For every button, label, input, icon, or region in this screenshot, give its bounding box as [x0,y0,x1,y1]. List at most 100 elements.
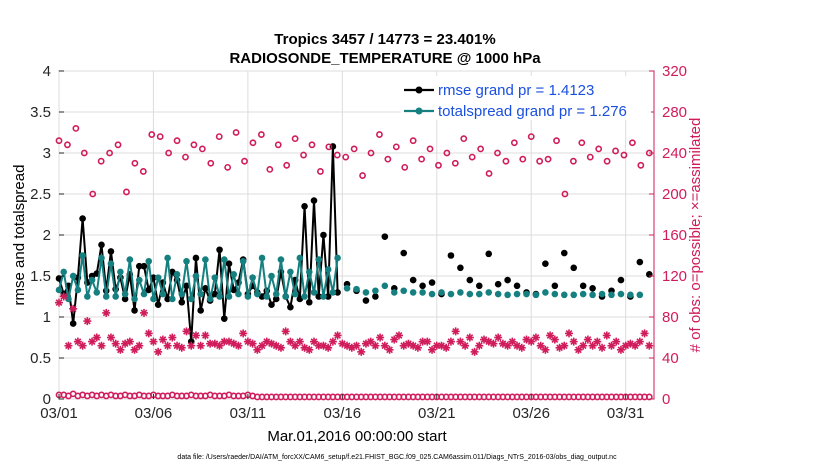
data-point [485,289,493,296]
data-point [320,293,327,300]
data-point [494,290,502,298]
data-point [178,298,186,306]
possible-obs-marker [55,137,63,145]
y-left-tick-label: 0 [43,391,51,408]
data-point [598,290,606,298]
data-point [372,293,379,300]
data-point [551,290,559,298]
data-point [220,315,228,322]
data-point [164,295,171,303]
y-left-tick-label: 3 [43,145,51,162]
data-point [362,289,370,296]
assimilated-marker [182,327,191,336]
data-point [532,291,540,299]
asterisk-stroke [329,338,337,345]
possible-obs-marker [477,145,485,153]
data-point [334,289,341,296]
data-point [235,290,242,298]
data-point [542,289,549,296]
assimilated-marker [446,337,455,346]
data-point [126,256,134,263]
series-possible-obs [55,124,653,198]
data-point [140,262,148,270]
assimilated-marker [541,345,550,354]
asterisk-stroke [235,342,242,350]
asterisk-stroke [201,332,209,339]
y-left-tick-label: 3.5 [30,104,51,121]
possible-obs-marker [198,145,206,153]
data-point [504,291,511,299]
x-tick-label: 03/11 [230,405,266,422]
asterisk-stroke [211,340,219,348]
asterisk-stroke [353,342,360,350]
data-point [320,231,327,239]
assimilated-marker [531,333,540,342]
asterisk-stroke [636,338,644,345]
asterisk-stroke [277,344,285,352]
asterisk-stroke [386,346,393,354]
asterisk-stroke [480,336,488,343]
possible-obs-marker [165,149,173,157]
data-point [272,290,280,298]
asterisk-stroke [65,342,72,350]
asterisk-stroke [485,338,493,345]
data-point [216,246,223,254]
assimilated-marker [281,327,290,336]
asterisk-stroke [532,334,540,341]
data-point [249,274,256,281]
data-point [560,291,568,299]
data-point [135,262,143,270]
x-tick-label: 03/01 [40,405,78,422]
asterisk-stroke [150,338,157,345]
asterisk-stroke [499,340,507,348]
data-point [409,276,417,284]
legend-box [401,76,651,120]
asterisk-stroke [447,338,455,345]
data-point [244,293,252,300]
data-point [216,293,223,300]
asterisk-stroke [471,348,478,356]
asterisk-stroke [537,342,545,350]
assimilated-marker [352,341,361,350]
y-right-tick-label: 80 [662,309,679,326]
data-point [225,293,233,300]
possible-obs-marker [485,170,493,177]
asterisk-stroke [192,332,200,339]
possible-obs-marker [249,139,257,147]
asterisk-stroke [645,342,653,350]
asterisk-stroke [357,348,365,356]
possible-obs-marker [106,149,113,157]
possible-obs-marker [519,155,527,163]
asterisk-stroke [456,338,464,345]
assimilated-marker [144,329,153,338]
possible-obs-marker [173,137,181,145]
data-point [173,271,181,278]
asterisk-stroke [187,342,195,350]
asterisk-stroke [565,330,573,337]
asterisk-stroke [164,342,172,350]
assimilated-marker [385,345,394,354]
assimilated-marker [97,341,106,350]
data-point [589,285,596,292]
possible-obs-marker [232,129,240,136]
asterisk-stroke [296,338,304,345]
data-point [192,272,200,280]
data-point [466,290,474,298]
assimilated-marker [565,329,573,338]
legend-marker [415,86,423,94]
asterisk-stroke [197,342,205,350]
data-point [258,254,266,262]
assimilated-marker [177,343,186,352]
x-tick-label: 03/16 [324,405,362,422]
data-point [409,289,417,296]
assimilated-marker [461,341,470,350]
data-point [69,272,77,280]
assimilated-marker [158,335,167,344]
possible-obs-marker [350,145,358,153]
data-point [187,295,195,303]
data-point [98,241,105,249]
possible-obs-marker [266,165,274,173]
assimilated-marker [451,327,460,336]
data-point [579,282,587,290]
data-point [239,257,247,265]
